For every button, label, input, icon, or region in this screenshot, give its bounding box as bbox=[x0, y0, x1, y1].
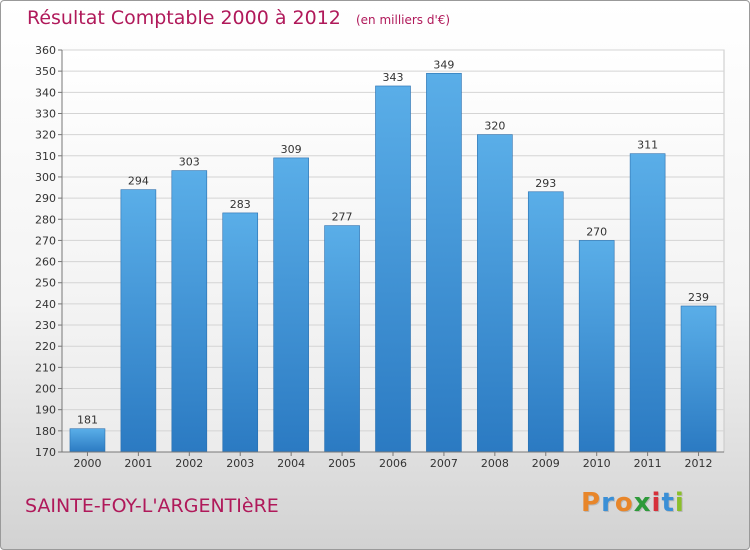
y-tick-label: 250 bbox=[35, 277, 56, 290]
title-row: Résultat Comptable 2000 à 2012 (en milli… bbox=[27, 7, 450, 29]
x-tick-label-2005: 2005 bbox=[328, 457, 356, 470]
value-label-2009: 293 bbox=[535, 177, 556, 190]
unit-note: (en milliers d'€) bbox=[355, 13, 451, 27]
value-label-2002: 303 bbox=[179, 156, 200, 169]
bar-2008 bbox=[477, 134, 513, 453]
bar-2011 bbox=[629, 153, 666, 453]
x-tick-label-2008: 2008 bbox=[481, 457, 509, 470]
y-tick-label: 220 bbox=[35, 340, 56, 353]
x-tick-label-2009: 2009 bbox=[532, 457, 560, 470]
x-tick-label-2003: 2003 bbox=[226, 457, 254, 470]
x-tick-label-2004: 2004 bbox=[277, 457, 305, 470]
value-label-2010: 270 bbox=[586, 225, 607, 238]
bar-2010 bbox=[578, 240, 615, 453]
y-tick-label: 170 bbox=[35, 446, 56, 459]
value-label-2006: 343 bbox=[383, 71, 404, 84]
x-tick-label-2012: 2012 bbox=[685, 457, 713, 470]
chart-title: Résultat Comptable 2000 à 2012 bbox=[27, 7, 341, 29]
y-tick-label: 350 bbox=[35, 65, 56, 78]
bar-2007 bbox=[426, 72, 462, 453]
bar-2012 bbox=[680, 305, 717, 453]
x-tick-label-2007: 2007 bbox=[430, 457, 458, 470]
y-tick-label: 180 bbox=[35, 425, 56, 438]
y-tick-label: 190 bbox=[35, 404, 56, 417]
y-tick-label: 290 bbox=[35, 192, 56, 205]
location-name: SAINTE-FOY-L'ARGENTIèRE bbox=[25, 495, 279, 517]
y-tick-label: 300 bbox=[35, 171, 56, 184]
y-tick-label: 230 bbox=[35, 319, 56, 332]
label-layer: 181 294 303 283 309 277 343 349 320 293 270 311 239 bbox=[77, 58, 709, 426]
x-tick-label-2001: 2001 bbox=[124, 457, 152, 470]
bar-2006 bbox=[375, 85, 411, 453]
x-tick-label-2002: 2002 bbox=[175, 457, 203, 470]
axis-layer: 170 180 190 200 210 220 230 240 250 260 270 280 290 3… bbox=[35, 44, 724, 470]
bar-2000 bbox=[69, 428, 106, 453]
bar-layer bbox=[69, 72, 717, 453]
value-label-2003: 283 bbox=[230, 198, 251, 211]
logo-letter: o bbox=[614, 488, 634, 518]
value-label-2000: 181 bbox=[77, 414, 98, 427]
value-label-2001: 294 bbox=[128, 175, 149, 188]
value-label-2011: 311 bbox=[637, 139, 658, 152]
value-label-2008: 320 bbox=[484, 120, 505, 133]
x-tick-label-2006: 2006 bbox=[379, 457, 407, 470]
x-tick-label-2011: 2011 bbox=[634, 457, 662, 470]
x-tick-label-2010: 2010 bbox=[583, 457, 611, 470]
logo-letter: P bbox=[581, 488, 602, 518]
y-tick-label: 260 bbox=[35, 256, 56, 269]
y-tick-label: 340 bbox=[35, 86, 56, 99]
bar-2002 bbox=[171, 170, 208, 453]
logo-letter: x bbox=[633, 488, 652, 518]
value-label-2012: 239 bbox=[688, 291, 709, 304]
x-tick-label-2000: 2000 bbox=[73, 457, 101, 470]
value-label-2004: 309 bbox=[281, 143, 302, 156]
logo-letter: i bbox=[651, 488, 662, 518]
y-tick-label: 330 bbox=[35, 107, 56, 120]
y-tick-label: 270 bbox=[35, 234, 56, 247]
y-tick-label: 360 bbox=[35, 44, 56, 57]
y-tick-label: 210 bbox=[35, 361, 56, 374]
bar-2005 bbox=[324, 225, 360, 453]
logo-letter: r bbox=[601, 488, 615, 518]
bar-2003 bbox=[222, 212, 259, 453]
bar-2009 bbox=[527, 191, 564, 453]
y-tick-label: 240 bbox=[35, 298, 56, 311]
value-label-2007: 349 bbox=[433, 58, 454, 71]
logo-letter: i bbox=[674, 488, 685, 518]
y-tick-label: 310 bbox=[35, 150, 56, 163]
y-tick-label: 200 bbox=[35, 383, 56, 396]
bar-2004 bbox=[273, 157, 309, 453]
proxiti-logo: Proxiti bbox=[581, 488, 685, 518]
y-tick-label: 280 bbox=[35, 213, 56, 226]
value-label-2005: 277 bbox=[332, 211, 353, 224]
bar-2001 bbox=[120, 189, 157, 453]
y-tick-label: 320 bbox=[35, 129, 56, 142]
logo-letter: t bbox=[661, 488, 675, 518]
